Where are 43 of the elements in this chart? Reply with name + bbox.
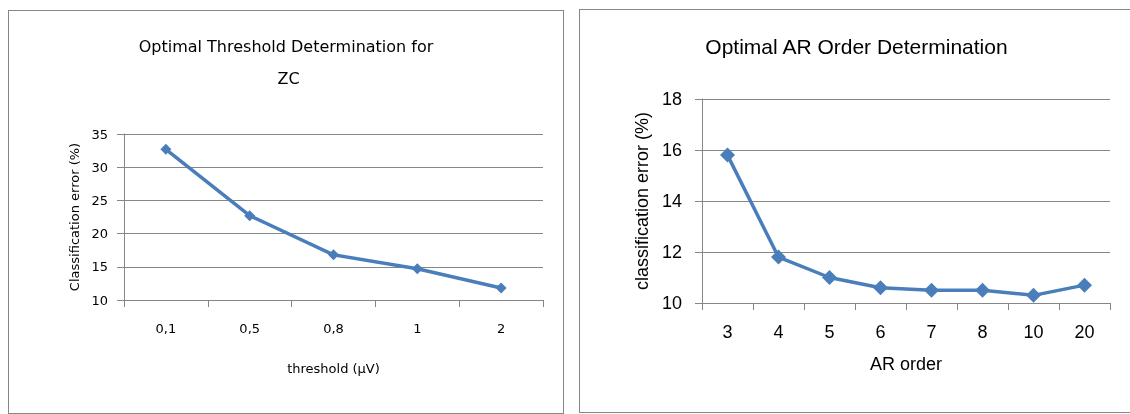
point xyxy=(160,143,172,155)
x-tick-label: 4 xyxy=(773,322,784,342)
point xyxy=(771,249,786,265)
point xyxy=(975,282,990,298)
x-tick-label: 8 xyxy=(977,322,988,342)
y-tick-label: 16 xyxy=(661,140,682,160)
y-tick-label: 20 xyxy=(91,226,108,242)
point xyxy=(873,280,888,296)
x-tick-label: 0,5 xyxy=(239,321,261,336)
y-tick-label: 12 xyxy=(661,242,682,262)
y-tick-label: 18 xyxy=(661,89,682,109)
point xyxy=(1026,287,1041,303)
point xyxy=(328,249,339,261)
point xyxy=(244,210,256,222)
x-tick-label: 1 xyxy=(413,321,422,336)
x-tick-label: 3 xyxy=(722,322,733,342)
point xyxy=(720,147,735,163)
x-tick-label: 20 xyxy=(1074,322,1095,342)
x-tick-label: 7 xyxy=(926,322,937,342)
y-tick-label: 15 xyxy=(91,259,108,275)
x-tick-label: 2 xyxy=(496,321,506,336)
y-axis-title: classification error (%) xyxy=(632,111,653,291)
y-axis-title: Classification error (%) xyxy=(66,142,82,292)
y-tick-label: 10 xyxy=(661,293,682,313)
x-tick-label: 10 xyxy=(1023,322,1044,342)
point xyxy=(1077,277,1092,293)
point xyxy=(822,270,837,285)
y-tick-label: 14 xyxy=(661,191,682,211)
point xyxy=(411,263,423,275)
chart-title: Optimal Threshold Determination for ZC xyxy=(138,36,434,88)
x-tick-label: 0,8 xyxy=(323,321,344,336)
y-tick-label: 25 xyxy=(91,192,108,208)
point xyxy=(495,282,507,294)
x-tick-label: 6 xyxy=(875,322,886,342)
x-tick-label: 5 xyxy=(824,322,835,342)
x-axis-title: AR order xyxy=(869,354,943,374)
y-tick-label: 35 xyxy=(91,126,108,142)
y-tick-label: 10 xyxy=(91,292,108,308)
chart-title: Optimal AR Order Determination xyxy=(705,34,1008,58)
x-tick-label: 0,1 xyxy=(155,321,177,336)
x-axis-title: threshold (µV) xyxy=(287,361,380,376)
point xyxy=(924,282,939,298)
y-tick-label: 30 xyxy=(91,159,108,175)
